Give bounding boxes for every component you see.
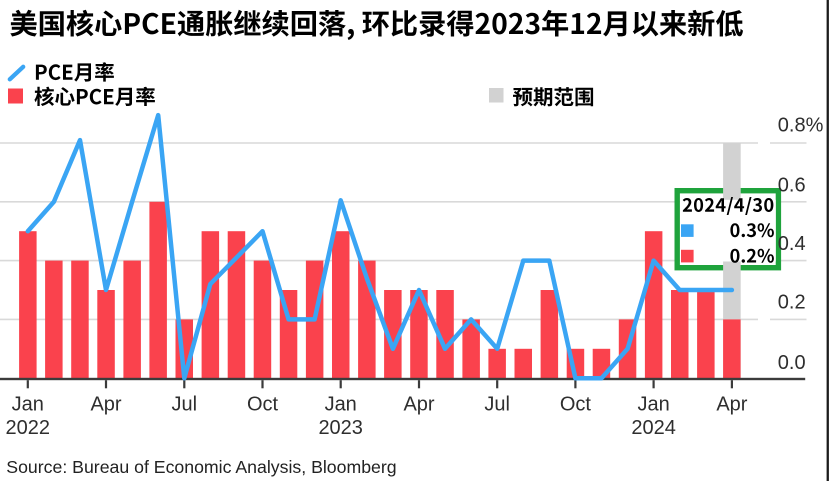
- svg-text:0.0: 0.0: [778, 352, 806, 374]
- svg-text:Jan: Jan: [325, 394, 357, 416]
- svg-text:Source: Bureau of Economic Ana: Source: Bureau of Economic Analysis, Blo…: [6, 457, 396, 477]
- svg-text:0.8%: 0.8%: [778, 115, 824, 137]
- svg-text:2022: 2022: [6, 417, 51, 439]
- svg-text:2024: 2024: [631, 417, 676, 439]
- svg-text:Oct: Oct: [560, 394, 592, 416]
- svg-text:2023: 2023: [318, 417, 363, 439]
- svg-text:Apr: Apr: [403, 394, 434, 416]
- svg-text:0.2: 0.2: [778, 292, 806, 314]
- svg-text:Apr: Apr: [716, 394, 747, 416]
- svg-text:Jan: Jan: [637, 394, 669, 416]
- svg-text:Jan: Jan: [12, 394, 44, 416]
- svg-text:Jul: Jul: [484, 394, 510, 416]
- svg-text:Jul: Jul: [172, 394, 198, 416]
- svg-text:0.6: 0.6: [778, 174, 806, 196]
- svg-text:Oct: Oct: [247, 394, 279, 416]
- svg-text:Apr: Apr: [90, 394, 121, 416]
- svg-text:0.4: 0.4: [778, 233, 806, 255]
